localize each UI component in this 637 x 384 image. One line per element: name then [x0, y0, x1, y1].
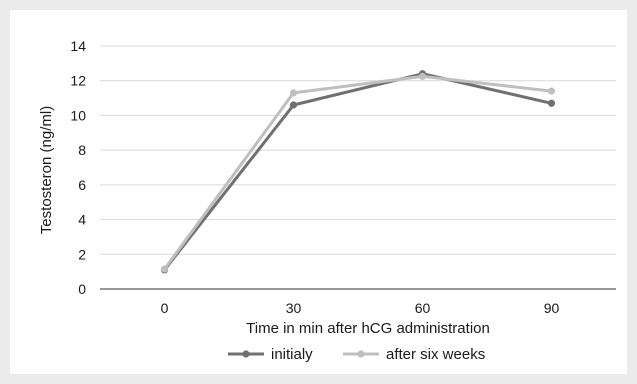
y-axis-title: Testosteron (ng/ml)	[38, 106, 55, 234]
y-tick-label: 2	[78, 246, 86, 262]
legend-item: initialy	[228, 346, 313, 363]
series-2	[160, 72, 556, 273]
legend-swatch-marker	[242, 350, 250, 358]
series-group	[160, 70, 556, 274]
x-tick-label: 60	[415, 300, 431, 316]
data-point	[418, 72, 427, 80]
x-tick-labels: 0 30 60 90	[161, 300, 560, 316]
y-tick-label: 12	[70, 73, 86, 89]
chart-panel: 0 2 4 6 8 10 12 14 0 30 60 90 Testosteron (ng/ml) …	[10, 10, 627, 374]
legend: initialy after six weeks	[228, 346, 485, 363]
data-point	[547, 99, 556, 107]
data-point	[160, 265, 169, 273]
x-tick-label: 0	[161, 300, 169, 316]
x-tick-label: 30	[286, 300, 302, 316]
y-tick-label: 0	[78, 281, 86, 297]
series-line	[163, 72, 552, 271]
data-point	[289, 101, 298, 109]
x-axis-title: Time in min after hCG administration	[246, 320, 490, 337]
y-tick-labels: 0 2 4 6 8 10 12 14	[70, 38, 86, 297]
y-tick-label: 6	[78, 177, 86, 193]
legend-swatch-marker	[357, 350, 365, 358]
y-tick-label: 4	[78, 212, 86, 228]
y-tick-label: 8	[78, 142, 86, 158]
series-1	[160, 70, 556, 274]
legend-label: after six weeks	[386, 346, 485, 363]
legend-label: initialy	[271, 346, 313, 363]
x-tick-label: 90	[544, 300, 560, 316]
legend-item: after six weeks	[343, 346, 485, 363]
y-tick-label: 14	[70, 38, 86, 54]
data-point	[289, 89, 298, 97]
data-point	[547, 87, 556, 95]
y-tick-label: 10	[70, 107, 86, 123]
grid-lines	[100, 45, 616, 290]
series-line	[163, 74, 552, 270]
